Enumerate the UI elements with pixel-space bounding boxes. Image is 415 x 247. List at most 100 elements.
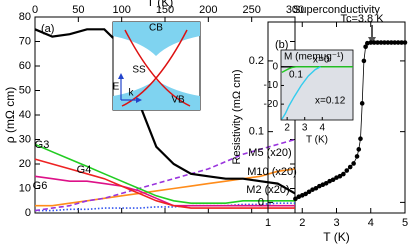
panel-label: (b) — [275, 39, 288, 51]
y-tick-label: 0.1 — [249, 126, 264, 138]
y-tick-label: 50 — [19, 84, 31, 96]
data-point — [375, 40, 380, 45]
series-label: G4 — [77, 164, 92, 176]
data-point — [358, 136, 363, 142]
data-point — [363, 44, 368, 50]
data-point — [344, 168, 350, 173]
y-tick-label: 60 — [19, 60, 31, 72]
data-point — [368, 40, 374, 45]
inset-y-tick-label: -10 — [264, 80, 279, 91]
data-point — [303, 191, 308, 197]
arrow-head — [136, 97, 142, 103]
inset-y-tick-label: -20 — [264, 99, 279, 110]
data-point — [359, 101, 365, 106]
y-tick-label: 0.2 — [249, 55, 264, 67]
inset-x-tick-label: 2 — [284, 123, 290, 134]
inset-x-tick-label: 3 — [302, 123, 308, 134]
x-tick-label: 250 — [242, 4, 260, 16]
arrow-head — [118, 73, 124, 79]
data-point — [402, 40, 408, 45]
inset-line — [281, 66, 321, 120]
data-point — [395, 40, 401, 45]
data-point — [385, 40, 391, 45]
series-line — [34, 28, 296, 195]
magnetization-inset-bg — [281, 50, 353, 120]
data-point — [330, 177, 336, 183]
inset-label: k — [129, 88, 135, 99]
y-tick-label: 20 — [19, 158, 31, 170]
inset-label: SS — [132, 65, 146, 76]
data-point — [399, 40, 404, 45]
x-tick-label: 5 — [402, 217, 408, 229]
x-axis-label: T (K) — [323, 230, 349, 244]
data-point — [361, 58, 367, 64]
x-tick-label: 2 — [299, 217, 305, 229]
y-axis-label: ρ (mΩ cm) — [3, 87, 17, 143]
y-tick-label: 0 — [258, 196, 264, 208]
data-point — [293, 196, 298, 202]
y-tick-label: 40 — [19, 109, 31, 121]
x-tick-label: 3 — [333, 217, 339, 229]
y-tick-label: 30 — [19, 133, 31, 145]
series-label: G3 — [35, 139, 50, 151]
data-point — [392, 40, 398, 45]
arrow-head — [368, 37, 376, 44]
data-point — [365, 40, 370, 46]
data-point — [351, 161, 356, 166]
x-tick-label: 4 — [368, 217, 374, 229]
series-line — [34, 138, 296, 212]
data-point — [337, 173, 343, 179]
x-tick-label: 50 — [72, 4, 84, 16]
x-tick-label: 200 — [199, 4, 217, 16]
x-tick-label: 150 — [156, 4, 174, 16]
conduction-band — [113, 22, 200, 56]
x-tick-label: 100 — [112, 4, 130, 16]
data-point — [382, 40, 387, 45]
series-line — [34, 175, 295, 207]
y-tick-label: 70 — [19, 35, 31, 47]
inset-line — [281, 66, 353, 74]
surface-state — [124, 29, 191, 107]
data-point — [341, 171, 346, 177]
series-label: G6 — [33, 180, 48, 192]
inset-label: VB — [171, 95, 185, 106]
band-inset — [112, 21, 201, 111]
x-tick-label: 300 — [286, 4, 304, 16]
x-tick-label: 1 — [265, 217, 271, 229]
inset-series-label: x=0 — [313, 55, 330, 66]
y-axis-label: Resistivity (mΩ cm) — [231, 70, 243, 165]
inset-y-tick-label: 0 — [272, 61, 278, 72]
inset-x-tick-label: 4 — [319, 123, 325, 134]
data-point — [356, 147, 362, 152]
data-point — [313, 185, 319, 191]
inset-y-label: M (memug⁻¹) — [284, 52, 344, 63]
surface-state — [121, 29, 188, 107]
y-tick-label: 80 — [19, 11, 31, 23]
series-line — [35, 202, 295, 212]
y-tick-label: 10 — [19, 182, 31, 194]
data-point — [389, 40, 394, 45]
valence-band — [113, 80, 200, 110]
x-axis-label: T (K) — [147, 0, 173, 9]
x-tick-label: 0 — [32, 4, 38, 16]
inset-x-label: T (K) — [306, 135, 328, 146]
data-point — [354, 154, 360, 159]
data-point — [306, 189, 312, 195]
series-line — [34, 158, 295, 209]
y-tick-label: 0 — [25, 207, 31, 219]
inset-label: CB — [149, 23, 163, 34]
data-point — [371, 40, 377, 45]
inset-series-label: 0.1 — [289, 70, 303, 81]
series-label: M10 (x20) — [247, 166, 297, 178]
panel-label: (a) — [41, 23, 54, 35]
data-point — [347, 164, 353, 170]
chart-title: Superconductivity — [293, 4, 380, 16]
data-point — [378, 40, 384, 45]
inset-label: E — [113, 82, 120, 93]
series-line — [34, 143, 295, 204]
annotation: Tc=3.8 K — [340, 13, 384, 25]
inset-series-label: x=0.12 — [315, 96, 346, 107]
series-label: M5 (x20) — [248, 147, 291, 159]
data-point — [323, 180, 329, 186]
